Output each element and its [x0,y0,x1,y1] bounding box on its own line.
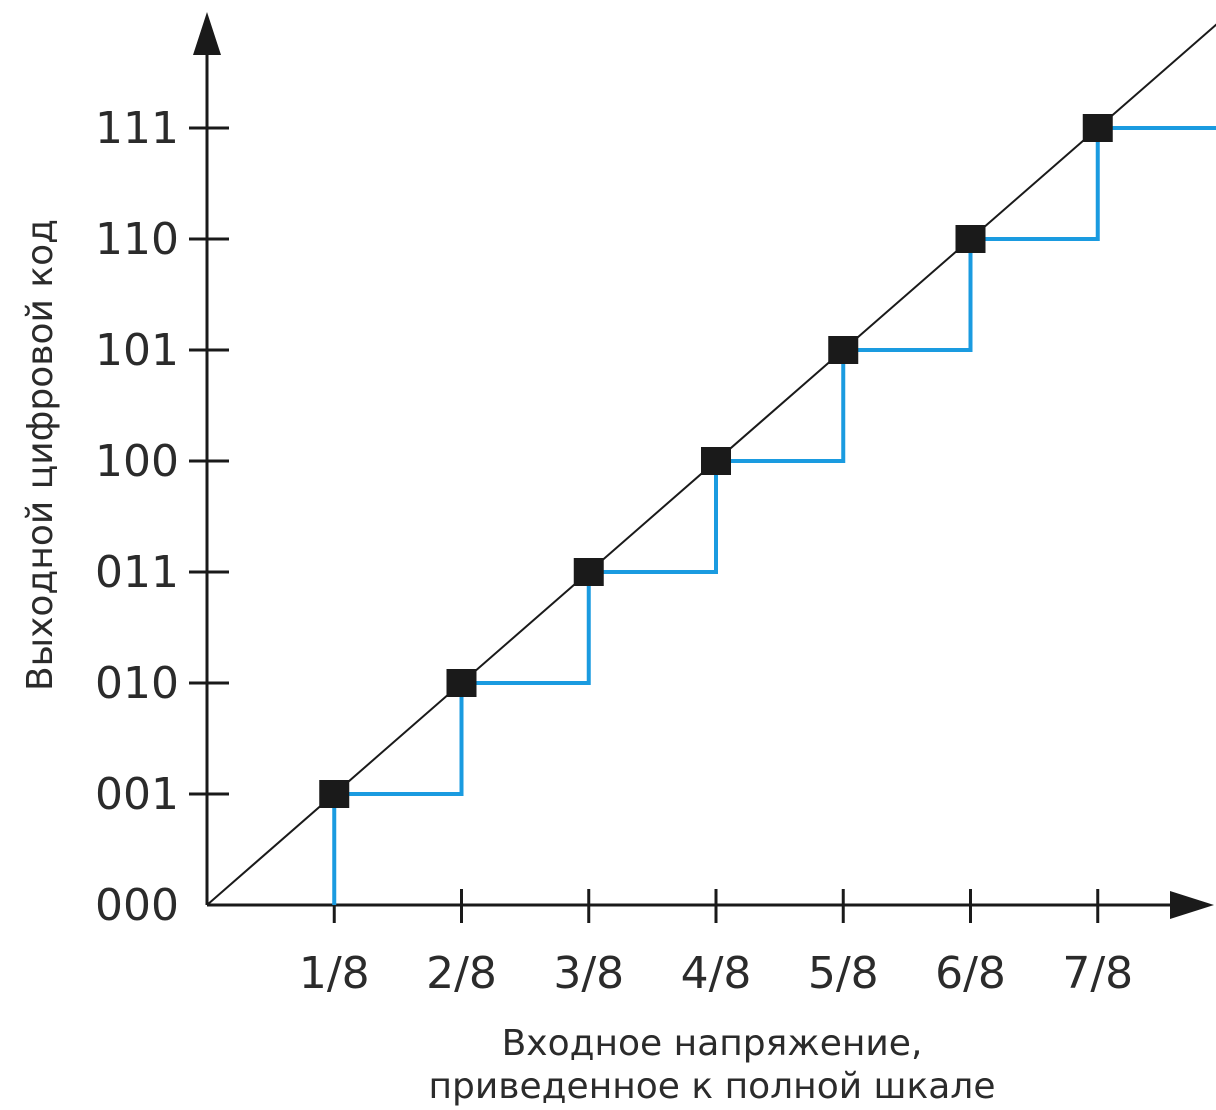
x-tick-label: 6/8 [935,948,1006,999]
x-tick-label: 2/8 [426,948,497,999]
y-tick-label: 001 [95,769,179,820]
code-point-marker [701,447,731,475]
x-axis-title-line2: приведенное к полной шкале [429,1066,996,1107]
axes [193,12,1214,919]
code-point-marker [446,669,477,697]
code-point-marker [828,336,859,364]
x-tick-label: 3/8 [553,948,624,999]
code-point-marker [955,225,986,253]
code-point-marker [319,780,350,808]
labels: 000 001 010 011 100 101 110 111 1/8 2/8 3/8 4/8 5/8 6… [20,103,1133,1107]
y-tick-label: 101 [95,325,179,376]
y-tick-label: 111 [95,103,179,154]
code-point-marker [573,558,604,586]
y-tick-label: 110 [95,214,179,265]
series [206,23,1216,906]
x-tick-label: 7/8 [1062,948,1133,999]
quantized-step-line [332,126,1216,905]
y-tick-label: 011 [95,547,179,598]
x-tick-label: 5/8 [808,948,879,999]
y-axis-title: Выходной цифровой код [20,219,61,691]
x-tick-label: 4/8 [681,948,752,999]
y-tick-label: 000 [95,880,179,931]
y-tick-label: 010 [95,658,179,709]
code-point-marker [1082,114,1113,142]
y-tick-label: 100 [95,436,179,487]
x-axis-title-line1: Входное напряжение, [502,1023,923,1064]
y-axis-arrow [193,12,221,55]
x-tick-label: 1/8 [299,948,370,999]
x-axis-arrow [1170,891,1214,919]
